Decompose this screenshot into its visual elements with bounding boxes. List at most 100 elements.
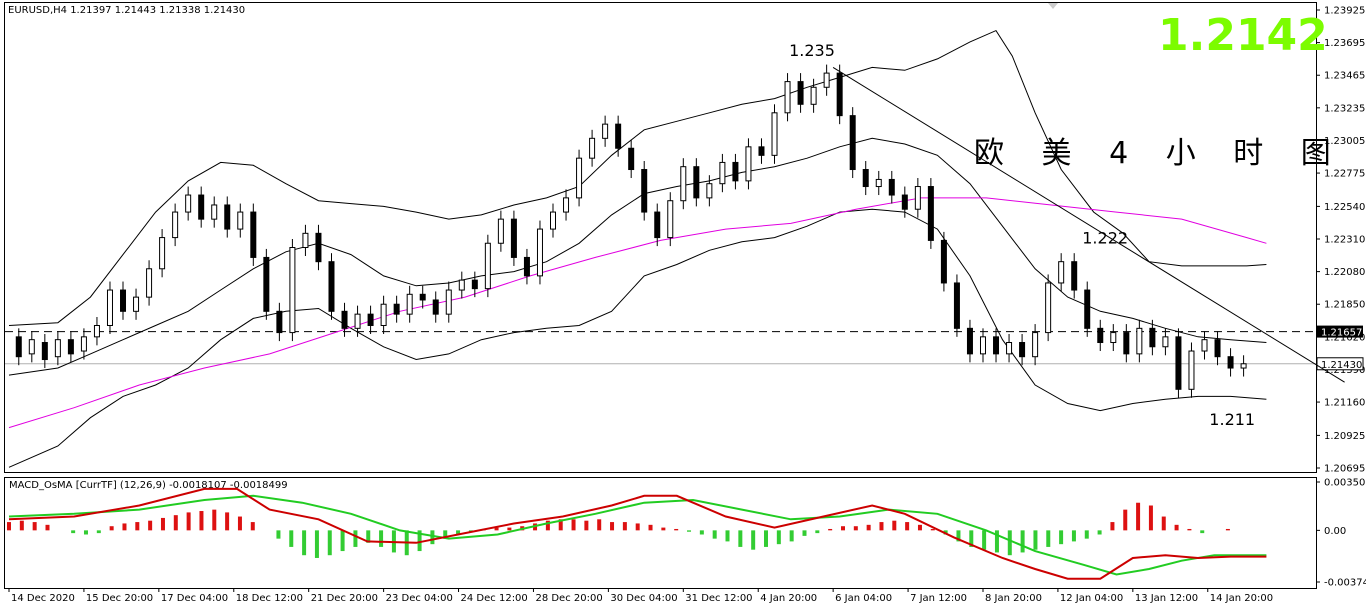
candle-body: [445, 289, 452, 315]
price-annotation: 1.235: [789, 41, 835, 60]
macd-tick-label: 0.0035017: [1324, 478, 1366, 489]
candle: [680, 158, 687, 210]
candle: [966, 319, 973, 363]
candle: [133, 288, 140, 320]
candle: [615, 115, 622, 157]
macd-axis: 0.0035017 0.00 -0.003740: [1316, 478, 1366, 589]
price-tick-label: 1.22775: [1324, 169, 1365, 180]
candle: [237, 203, 244, 238]
candle: [719, 153, 726, 193]
candle: [198, 186, 205, 228]
candle: [1097, 319, 1104, 352]
candle-body: [940, 239, 947, 284]
candle-body: [276, 310, 283, 334]
candle: [172, 203, 179, 247]
price-annotation: 1.211: [1209, 410, 1255, 429]
dashed-level-label: 1.21657: [1321, 328, 1362, 339]
candle-body: [979, 336, 986, 355]
candle: [510, 210, 517, 266]
candle: [940, 231, 947, 292]
candle-body: [1227, 356, 1234, 369]
candle: [536, 220, 543, 285]
price-tick-label: 1.23695: [1324, 38, 1365, 49]
candle: [1214, 331, 1221, 366]
candle-body: [550, 211, 557, 230]
candle: [315, 224, 322, 271]
signal-line: [8, 494, 1267, 576]
candle-body: [1123, 332, 1130, 355]
candle-body: [41, 342, 48, 361]
time-tick-label: 4 Jan 20:00: [760, 593, 817, 604]
candle: [185, 186, 192, 221]
price-tick-label: 1.22310: [1324, 235, 1365, 246]
chart-cn-title: 欧 美 4 小 时 图: [974, 136, 1345, 171]
price-tick-label: 1.21160: [1324, 398, 1365, 409]
candle: [458, 271, 465, 299]
candle-body: [719, 161, 726, 185]
candle: [875, 170, 882, 196]
candle: [914, 178, 921, 218]
candle-body: [836, 72, 843, 117]
candle: [341, 302, 348, 337]
time-tick-label: 17 Dec 04:00: [161, 593, 228, 604]
candle-body: [289, 247, 296, 334]
time-tick-label: 14 Jan 20:00: [1210, 593, 1273, 604]
candle: [901, 186, 908, 218]
symbol-info: EURUSD,H4 1.21397 1.21443 1.21338 1.2143…: [8, 5, 245, 16]
candle: [406, 285, 413, 323]
candle-body: [458, 279, 465, 291]
big-price-label: 1.2142: [1158, 10, 1328, 61]
candle-body: [484, 242, 491, 290]
macd-indicator: [7, 487, 1267, 580]
candle-body: [1032, 332, 1039, 358]
candle: [1123, 324, 1130, 363]
candle-body: [133, 296, 140, 312]
candle: [523, 248, 530, 285]
price-tick-label: 1.23925: [1324, 6, 1365, 17]
candle-body: [641, 169, 648, 213]
candle-body: [628, 147, 635, 171]
candle: [993, 328, 1000, 363]
candle: [432, 291, 439, 323]
candle-body: [1058, 261, 1065, 284]
candle: [1071, 253, 1078, 299]
price-tick-label: 1.21390: [1324, 365, 1365, 376]
candle-body: [1071, 261, 1078, 291]
candle: [758, 138, 765, 164]
candle: [1149, 319, 1156, 356]
candle: [550, 203, 557, 238]
time-tick-label: 30 Dec 04:00: [610, 593, 677, 604]
candle-body: [380, 303, 387, 326]
candle: [367, 305, 374, 335]
candle-body: [693, 166, 700, 199]
candle-body: [471, 279, 478, 290]
time-tick-label: 24 Dec 12:00: [461, 593, 528, 604]
time-tick-label: 21 Dec 20:00: [311, 593, 378, 604]
candle-body: [1045, 282, 1052, 334]
lower-band-line: [8, 208, 1267, 468]
candle-body: [159, 237, 166, 270]
candle: [28, 331, 35, 363]
time-tick-label: 23 Dec 04:00: [386, 593, 453, 604]
time-tick-label: 15 Dec 20:00: [86, 593, 153, 604]
time-axis: 14 Dec 2020 15 Dec 20:00 17 Dec 04:00 18 De…: [8, 588, 1273, 604]
candle-body: [1136, 327, 1143, 355]
candle: [445, 281, 452, 323]
time-tick-label: 8 Jan 20:00: [985, 593, 1042, 604]
candle-body: [1097, 327, 1104, 344]
candle: [302, 224, 309, 257]
candle: [706, 175, 713, 207]
candle-body: [432, 299, 439, 315]
candle: [328, 253, 335, 320]
candle-body: [758, 146, 765, 156]
candle-body: [1214, 339, 1221, 358]
candle: [693, 158, 700, 207]
price-axis: 1.23925 1.23695 1.23465 1.23235 1.23005 1.227…: [1316, 6, 1365, 475]
time-tick-label: 7 Jan 12:00: [910, 593, 967, 604]
candle: [1019, 334, 1026, 366]
candle-body: [602, 123, 609, 139]
candle: [224, 196, 231, 238]
candle: [106, 281, 113, 335]
candle: [263, 248, 270, 320]
